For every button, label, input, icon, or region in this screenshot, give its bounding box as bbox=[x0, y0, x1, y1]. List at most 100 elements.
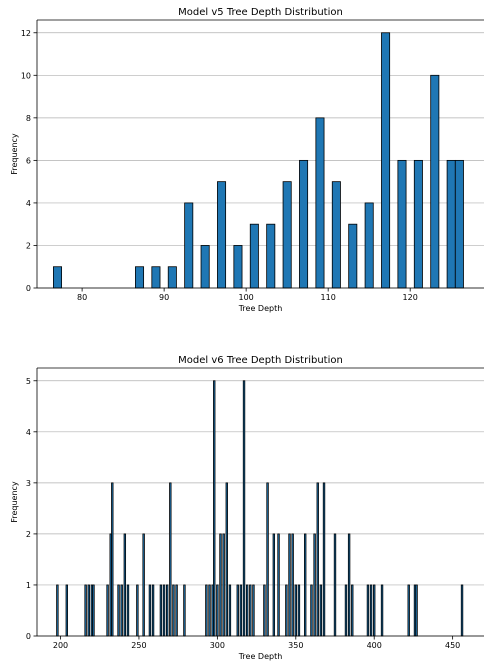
v5-xtick-label-4: 120 bbox=[403, 293, 418, 302]
v6-chart-title: Model v6 Tree Depth Distribution bbox=[178, 355, 343, 366]
v6-bar-24 bbox=[205, 584, 208, 637]
v5-ytick-label-4: 8 bbox=[26, 114, 31, 123]
v5-ytick-label-5: 10 bbox=[21, 71, 31, 80]
v6-bar-6 bbox=[106, 584, 109, 637]
v5-bar-19 bbox=[430, 74, 440, 289]
v6-xtick-label-2: 300 bbox=[210, 641, 225, 650]
v6-ytick-label-5: 5 bbox=[26, 377, 31, 386]
v6-ytick-label-2: 2 bbox=[26, 530, 31, 539]
v6-bar-29 bbox=[219, 533, 222, 637]
v6-bar-20 bbox=[169, 482, 172, 637]
v5-bar-14 bbox=[348, 223, 358, 289]
v6-bar-54 bbox=[333, 533, 337, 637]
v5-y-axis-label: Frequency bbox=[10, 133, 19, 175]
v6-bar-62 bbox=[407, 584, 410, 637]
v6-bar-34 bbox=[239, 584, 243, 637]
v5-bar-5 bbox=[200, 245, 210, 289]
v6-depth-histogram: 0 1 2 3 4 5 200 250 300 350 400 450 Model v6 Tree De… bbox=[10, 355, 484, 661]
v6-xtick-label-3: 350 bbox=[288, 641, 303, 650]
v5-bar-4 bbox=[184, 202, 194, 289]
v6-bar-59 bbox=[369, 584, 373, 637]
v6-ytick-label-0: 0 bbox=[26, 632, 31, 641]
v5-bar-10 bbox=[282, 181, 292, 289]
v6-bar-16 bbox=[151, 584, 155, 637]
v6-bar-8 bbox=[111, 482, 114, 637]
v6-bar-53 bbox=[322, 482, 326, 637]
v5-bar-6 bbox=[217, 181, 227, 289]
v6-bar-36 bbox=[245, 584, 249, 637]
v5-bar-21 bbox=[454, 159, 464, 289]
v6-bar-3 bbox=[87, 584, 90, 637]
v6-ytick-label-4: 4 bbox=[26, 428, 31, 437]
v6-bar-1 bbox=[65, 584, 68, 637]
v6-bar-52 bbox=[319, 584, 323, 637]
v6-bar-40 bbox=[266, 482, 269, 637]
v5-bar-8 bbox=[249, 223, 259, 289]
v5-ytick-label-6: 12 bbox=[21, 29, 31, 38]
v6-bar-5 bbox=[92, 584, 95, 637]
v6-xtick-label-4: 400 bbox=[367, 641, 382, 650]
v6-bar-14 bbox=[142, 533, 145, 637]
v6-bar-35 bbox=[242, 380, 246, 637]
v6-bar-50 bbox=[313, 533, 316, 637]
v6-bar-9 bbox=[117, 584, 120, 637]
v5-bar-17 bbox=[397, 159, 407, 289]
v5-bar-18 bbox=[413, 159, 423, 289]
v5-xtick-label-2: 100 bbox=[239, 293, 254, 302]
v6-bar-39 bbox=[263, 584, 266, 637]
v5-bar-2 bbox=[151, 266, 161, 289]
v5-bar-9 bbox=[266, 223, 276, 289]
v6-bar-49 bbox=[310, 584, 313, 637]
v6-bar-42 bbox=[277, 533, 280, 637]
v6-bar-25 bbox=[208, 584, 211, 637]
v6-bar-31 bbox=[225, 482, 228, 637]
v6-bar-47 bbox=[297, 584, 301, 637]
v5-bar-16 bbox=[381, 32, 391, 289]
v6-bar-21 bbox=[172, 584, 175, 637]
v5-ytick-label-0: 0 bbox=[26, 284, 31, 293]
v6-xtick-label-1: 250 bbox=[131, 641, 146, 650]
v6-bar-28 bbox=[216, 584, 219, 637]
v5-bar-12 bbox=[315, 117, 325, 289]
v6-bar-38 bbox=[252, 584, 255, 637]
v6-bar-46 bbox=[294, 584, 297, 637]
v6-bar-30 bbox=[222, 533, 225, 637]
v5-bar-0 bbox=[53, 266, 63, 289]
v6-ytick-label-3: 3 bbox=[26, 479, 31, 488]
v6-bar-44 bbox=[288, 533, 291, 637]
v6-bar-15 bbox=[148, 584, 152, 637]
v5-depth-histogram: 0 2 4 6 8 10 12 80 90 100 110 120 Model v5 Tree Dept… bbox=[10, 7, 484, 313]
v6-bar-57 bbox=[351, 584, 354, 637]
v6-bar-2 bbox=[84, 584, 87, 637]
v6-bar-10 bbox=[120, 584, 123, 637]
v6-bar-45 bbox=[291, 533, 294, 637]
v6-bar-61 bbox=[380, 584, 384, 637]
v6-xtick-label-0: 200 bbox=[53, 641, 68, 650]
v6-bar-19 bbox=[165, 584, 169, 637]
v6-bar-17 bbox=[159, 584, 163, 637]
v5-bar-15 bbox=[364, 202, 374, 289]
v6-bar-48 bbox=[304, 533, 307, 637]
v6-bar-37 bbox=[249, 584, 252, 637]
v6-bar-23 bbox=[183, 584, 186, 637]
v5-xtick-label-0: 80 bbox=[77, 293, 87, 302]
v6-bar-51 bbox=[316, 482, 319, 637]
v6-bar-18 bbox=[162, 584, 166, 637]
v6-bar-12 bbox=[126, 584, 130, 637]
v5-xtick-label-1: 90 bbox=[159, 293, 169, 302]
v5-bar-1 bbox=[135, 266, 145, 289]
v5-bar-11 bbox=[299, 159, 309, 289]
v5-bar-20 bbox=[446, 159, 456, 289]
v6-xtick-label-5: 450 bbox=[445, 641, 460, 650]
v6-bar-32 bbox=[228, 584, 232, 637]
v6-bar-22 bbox=[175, 584, 178, 637]
v6-bar-55 bbox=[344, 584, 348, 637]
v6-x-axis-label: Tree Depth bbox=[238, 652, 283, 661]
v6-ytick-label-1: 1 bbox=[26, 581, 31, 590]
v5-x-axis-label: Tree Depth bbox=[238, 304, 283, 313]
v6-bar-41 bbox=[272, 533, 276, 637]
v6-bar-58 bbox=[366, 584, 370, 637]
v5-bar-7 bbox=[233, 245, 243, 289]
v6-y-axis-label: Frequency bbox=[10, 481, 19, 523]
